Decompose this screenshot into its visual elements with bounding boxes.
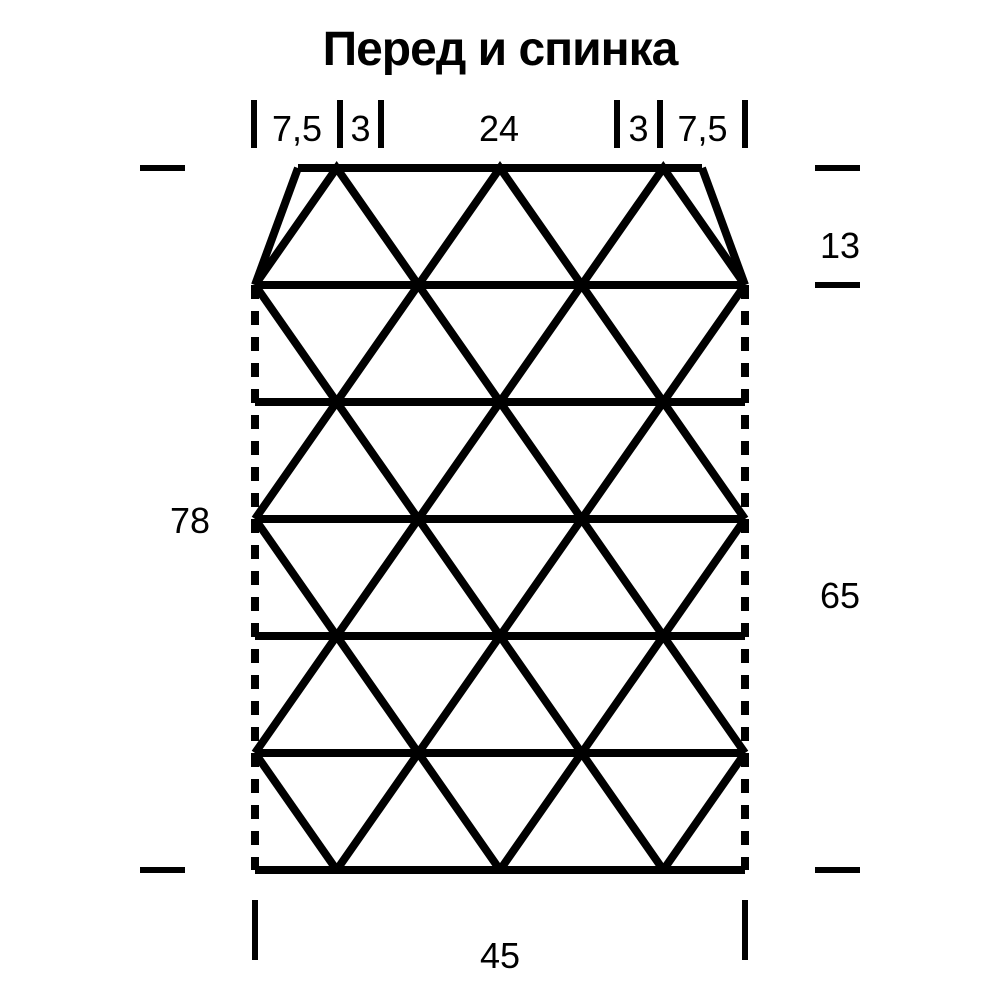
dimension-label: 65 [820,575,860,617]
dimension-label: 3 [331,108,391,150]
dimension-label: 78 [170,500,210,542]
dimension-label: 7,5 [673,108,733,150]
dimension-label: 13 [820,225,860,267]
dimension-label: 24 [469,108,529,150]
dimension-label: 3 [609,108,669,150]
dimension-label: 45 [480,935,520,977]
pattern-diagram [0,0,1000,1000]
dimension-label: 7,5 [267,108,327,150]
